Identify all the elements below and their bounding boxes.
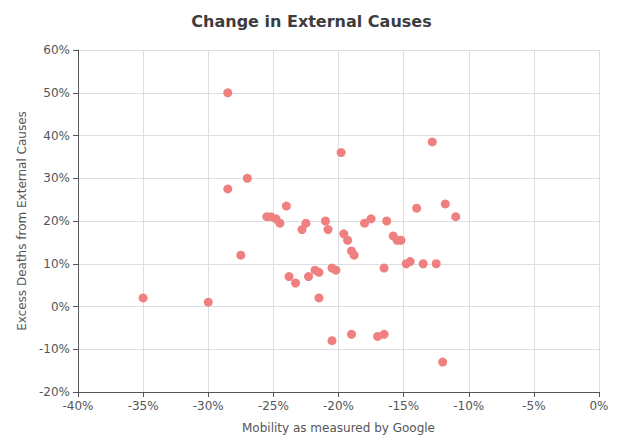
svg-text:-20%: -20%	[323, 399, 354, 413]
svg-text:-30%: -30%	[193, 399, 224, 413]
svg-text:-10%: -10%	[39, 342, 70, 356]
svg-text:0%: 0%	[51, 300, 70, 314]
svg-text:Excess Deaths from External Ca: Excess Deaths from External Causes	[15, 111, 29, 331]
svg-text:60%: 60%	[43, 43, 70, 57]
svg-text:-20%: -20%	[39, 385, 70, 399]
svg-text:50%: 50%	[43, 86, 70, 100]
svg-text:-25%: -25%	[258, 399, 289, 413]
svg-text:30%: 30%	[43, 171, 70, 185]
svg-text:Mobility as measured by Google: Mobility as measured by Google	[242, 421, 435, 435]
svg-text:-40%: -40%	[62, 399, 93, 413]
svg-text:40%: 40%	[43, 129, 70, 143]
svg-text:-15%: -15%	[388, 399, 419, 413]
svg-text:-5%: -5%	[522, 399, 545, 413]
svg-text:-10%: -10%	[453, 399, 484, 413]
svg-text:10%: 10%	[43, 257, 70, 271]
svg-text:-35%: -35%	[128, 399, 159, 413]
svg-text:20%: 20%	[43, 214, 70, 228]
svg-text:Change in External Causes: Change in External Causes	[191, 12, 431, 31]
svg-text:0%: 0%	[589, 399, 608, 413]
